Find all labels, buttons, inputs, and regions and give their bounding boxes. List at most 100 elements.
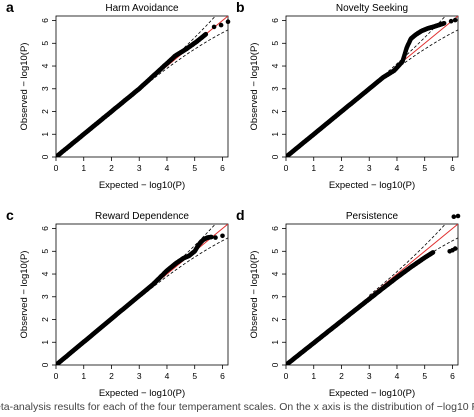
y-tick-label: 4 bbox=[270, 63, 280, 68]
x-tick-label: 6 bbox=[450, 371, 455, 381]
observed-point-tail bbox=[448, 18, 454, 24]
x-tick-label: 4 bbox=[395, 371, 400, 381]
y-tick-label: 6 bbox=[40, 226, 50, 231]
observed-point bbox=[430, 250, 436, 255]
ci-lower-line bbox=[138, 237, 228, 299]
x-tick-label: 1 bbox=[81, 371, 86, 381]
y-tick-label: 0 bbox=[270, 362, 280, 367]
x-tick-label: 5 bbox=[422, 371, 427, 381]
x-tick-label: 3 bbox=[367, 163, 372, 173]
y-axis-label: Observed − log10(P) bbox=[19, 43, 30, 131]
x-axis-label: Expected − log10(P) bbox=[329, 180, 415, 191]
x-tick-label: 0 bbox=[284, 371, 289, 381]
x-tick-label: 6 bbox=[220, 371, 225, 381]
x-tick-label: 3 bbox=[367, 371, 372, 381]
observed-point bbox=[203, 31, 209, 37]
observed-point bbox=[441, 21, 447, 26]
x-tick-label: 4 bbox=[395, 163, 400, 173]
y-tick-label: 0 bbox=[40, 362, 50, 367]
observed-point-tail bbox=[452, 246, 458, 251]
observed-point-tail bbox=[455, 213, 461, 219]
panel-title: Novelty Seeking bbox=[336, 3, 408, 14]
panel-title: Harm Avoidance bbox=[105, 3, 179, 14]
observed-point-tail bbox=[218, 22, 224, 28]
y-tick-label: 1 bbox=[40, 132, 50, 137]
x-tick-label: 2 bbox=[109, 371, 114, 381]
x-tick-label: 0 bbox=[54, 163, 59, 173]
y-tick-label: 2 bbox=[40, 317, 50, 322]
x-tick-label: 1 bbox=[311, 163, 316, 173]
y-tick-label: 0 bbox=[270, 154, 280, 159]
panel-title: Reward Dependence bbox=[95, 211, 189, 222]
x-tick-label: 0 bbox=[54, 371, 59, 381]
observed-point-tail bbox=[452, 17, 458, 23]
qq-panel-c: c Reward Dependence 0 1 2 3 4 5 6 0 1 2 3 4 5 6 Expected… bbox=[6, 207, 229, 399]
x-tick-label: 5 bbox=[192, 163, 197, 173]
plot-frame bbox=[55, 15, 229, 158]
y-tick-label: 2 bbox=[40, 109, 50, 114]
qq-panel-b: b Novelty Seeking 0 1 2 3 4 5 6 0 1 2 3 4 5 6 Expected −… bbox=[236, 0, 459, 191]
y-tick-label: 5 bbox=[270, 41, 280, 46]
x-tick-label: 2 bbox=[109, 163, 114, 173]
observed-point-tail bbox=[451, 214, 457, 219]
y-tick-label: 3 bbox=[40, 86, 50, 91]
y-tick-label: 2 bbox=[270, 109, 280, 114]
y-tick-label: 3 bbox=[270, 294, 280, 299]
y-tick-label: 3 bbox=[40, 294, 50, 299]
x-tick-label: 6 bbox=[450, 163, 455, 173]
x-tick-label: 3 bbox=[137, 371, 142, 381]
x-tick-label: 1 bbox=[311, 371, 316, 381]
y-tick-label: 6 bbox=[270, 18, 280, 23]
y-tick-label: 2 bbox=[270, 317, 280, 322]
y-tick-label: 0 bbox=[40, 154, 50, 159]
plot-area bbox=[286, 16, 458, 157]
plot-area bbox=[56, 224, 228, 365]
observed-point-tail bbox=[213, 235, 218, 240]
plot-frame bbox=[285, 223, 459, 366]
y-tick-label: 5 bbox=[270, 249, 280, 254]
panel-letter: c bbox=[6, 207, 14, 223]
y-tick-label: 6 bbox=[270, 226, 280, 231]
plot-area bbox=[286, 224, 458, 365]
y-tick-label: 6 bbox=[40, 18, 50, 23]
x-tick-label: 5 bbox=[422, 163, 427, 173]
observed-point-tail bbox=[225, 19, 231, 25]
x-tick-label: 5 bbox=[192, 371, 197, 381]
y-axis-label: Observed − log10(P) bbox=[19, 251, 30, 339]
panel-letter: a bbox=[6, 0, 14, 15]
qq-panel-a: a Harm Avoidance 0 1 2 3 4 5 6 0 1 2 3 4 5 6 Expected − … bbox=[6, 0, 231, 191]
y-tick-label: 1 bbox=[270, 132, 280, 137]
x-axis-label: Expected − log10(P) bbox=[99, 388, 185, 399]
y-tick-label: 4 bbox=[40, 271, 50, 276]
y-tick-label: 1 bbox=[270, 340, 280, 345]
x-tick-label: 2 bbox=[339, 163, 344, 173]
y-tick-label: 5 bbox=[40, 41, 50, 46]
ci-upper-line bbox=[368, 224, 446, 296]
x-tick-label: 4 bbox=[165, 371, 170, 381]
plot-frame bbox=[285, 15, 459, 158]
y-tick-label: 5 bbox=[40, 249, 50, 254]
observed-point-tail bbox=[211, 24, 217, 30]
x-axis-label: Expected − log10(P) bbox=[99, 180, 185, 191]
x-tick-label: 4 bbox=[165, 163, 170, 173]
observed-point-tail bbox=[220, 233, 225, 239]
panel-letter: d bbox=[236, 207, 245, 223]
y-tick-label: 1 bbox=[40, 340, 50, 345]
y-tick-label: 4 bbox=[40, 63, 50, 68]
plot-area bbox=[56, 16, 228, 157]
x-axis-label: Expected − log10(P) bbox=[329, 388, 415, 399]
y-tick-label: 3 bbox=[270, 86, 280, 91]
observed-point bbox=[209, 234, 214, 240]
x-tick-label: 2 bbox=[339, 371, 344, 381]
y-axis-label: Observed − log10(P) bbox=[249, 251, 260, 339]
x-tick-label: 3 bbox=[137, 163, 142, 173]
figure-caption: eta-analysis results for each of the fou… bbox=[0, 401, 474, 413]
panel-letter: b bbox=[236, 0, 245, 15]
x-tick-label: 6 bbox=[220, 163, 225, 173]
x-tick-label: 1 bbox=[81, 163, 86, 173]
plot-frame bbox=[55, 223, 229, 366]
y-tick-label: 4 bbox=[270, 271, 280, 276]
ci-lower-line bbox=[138, 29, 228, 91]
x-tick-label: 0 bbox=[284, 163, 289, 173]
